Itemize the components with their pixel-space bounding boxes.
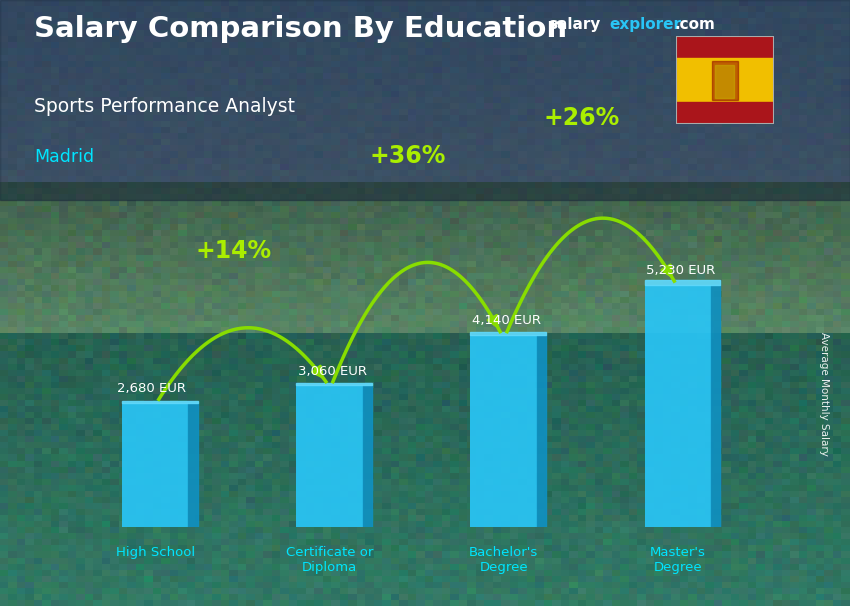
Text: Sports Performance Analyst: Sports Performance Analyst: [34, 97, 295, 116]
Bar: [471, 335, 536, 527]
Bar: [122, 403, 189, 527]
Text: +14%: +14%: [196, 239, 272, 262]
Bar: [644, 285, 711, 527]
Bar: [362, 385, 372, 527]
Text: High School: High School: [116, 546, 195, 559]
Bar: [122, 401, 198, 403]
Bar: [297, 385, 362, 527]
Bar: [711, 61, 738, 100]
Text: 3,060 EUR: 3,060 EUR: [298, 365, 367, 378]
Text: explorer: explorer: [609, 17, 682, 32]
Text: 5,230 EUR: 5,230 EUR: [646, 264, 716, 277]
Bar: [644, 281, 721, 285]
Bar: [711, 285, 721, 527]
Text: Salary Comparison By Education: Salary Comparison By Education: [34, 15, 567, 43]
Text: Master's
Degree: Master's Degree: [649, 546, 705, 574]
Bar: [676, 36, 774, 58]
Text: Certificate or
Diploma: Certificate or Diploma: [286, 546, 373, 574]
Bar: [676, 58, 774, 102]
Bar: [471, 332, 547, 335]
Bar: [676, 102, 774, 124]
Text: +26%: +26%: [544, 107, 620, 130]
Text: Bachelor's
Degree: Bachelor's Degree: [469, 546, 538, 574]
Text: +36%: +36%: [370, 144, 446, 168]
Text: 2,680 EUR: 2,680 EUR: [117, 382, 186, 395]
Text: 4,140 EUR: 4,140 EUR: [473, 315, 541, 327]
Bar: [189, 403, 198, 527]
Bar: [297, 383, 372, 385]
Bar: [536, 335, 547, 527]
Text: salary: salary: [548, 17, 601, 32]
Bar: [715, 65, 734, 98]
Text: Madrid: Madrid: [34, 148, 94, 167]
Text: Average Monthly Salary: Average Monthly Salary: [819, 332, 829, 456]
Text: .com: .com: [675, 17, 716, 32]
